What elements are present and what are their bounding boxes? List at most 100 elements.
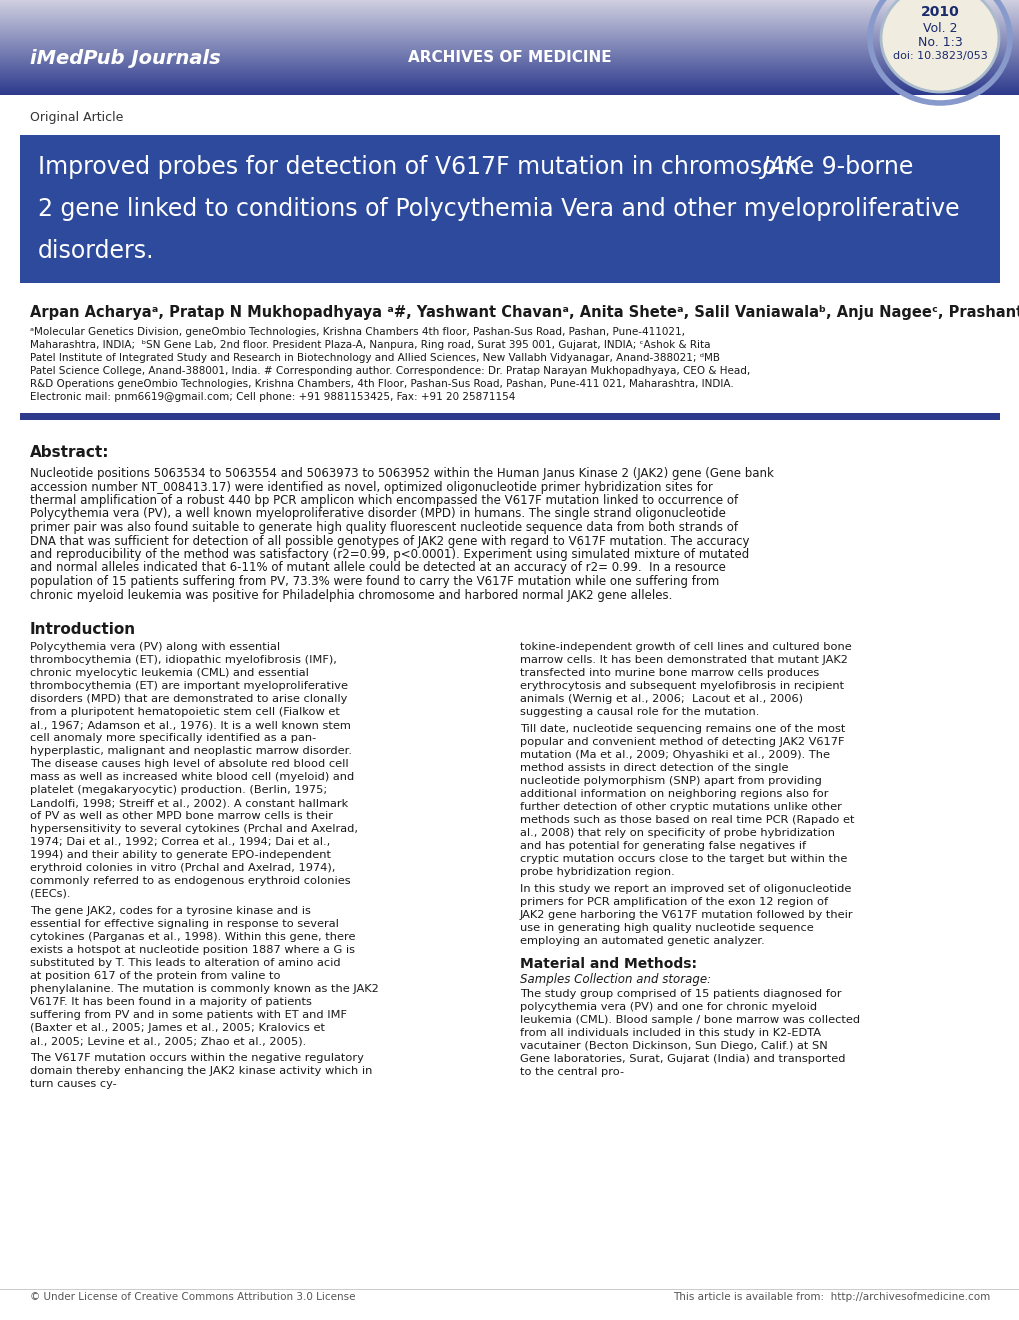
Text: commonly referred to as endogenous erythroid colonies: commonly referred to as endogenous eryth… bbox=[30, 876, 351, 886]
Text: population of 15 patients suffering from PV, 73.3% were found to carry the V617F: population of 15 patients suffering from… bbox=[30, 576, 718, 587]
Text: disorders (MPD) that are demonstrated to arise clonally: disorders (MPD) that are demonstrated to… bbox=[30, 694, 347, 704]
Text: phenylalanine. The mutation is commonly known as the JAK2: phenylalanine. The mutation is commonly … bbox=[30, 983, 378, 994]
Text: transfected into murine bone marrow cells produces: transfected into murine bone marrow cell… bbox=[520, 668, 818, 678]
Text: V617F. It has been found in a majority of patients: V617F. It has been found in a majority o… bbox=[30, 997, 312, 1007]
Text: Original Article: Original Article bbox=[30, 111, 123, 124]
Text: thermal amplification of a robust 440 bp PCR amplicon which encompassed the V617: thermal amplification of a robust 440 bp… bbox=[30, 494, 738, 507]
Bar bbox=[20, 413, 999, 420]
Text: use in generating high quality nucleotide sequence: use in generating high quality nucleotid… bbox=[520, 923, 813, 933]
Text: primer pair was also found suitable to generate high quality fluorescent nucleot: primer pair was also found suitable to g… bbox=[30, 521, 738, 535]
Text: thrombocythemia (ET), idiopathic myelofibrosis (IMF),: thrombocythemia (ET), idiopathic myelofi… bbox=[30, 655, 336, 665]
Text: The study group comprised of 15 patients diagnosed for: The study group comprised of 15 patients… bbox=[520, 989, 841, 999]
Text: Patel Institute of Integrated Study and Research in Biotechnology and Allied Sci: Patel Institute of Integrated Study and … bbox=[30, 352, 719, 363]
Text: tokine-independent growth of cell lines and cultured bone: tokine-independent growth of cell lines … bbox=[520, 642, 851, 652]
Text: The gene JAK2, codes for a tyrosine kinase and is: The gene JAK2, codes for a tyrosine kina… bbox=[30, 906, 311, 916]
Text: JAK: JAK bbox=[762, 154, 801, 180]
Text: domain thereby enhancing the JAK2 kinase activity which in: domain thereby enhancing the JAK2 kinase… bbox=[30, 1067, 372, 1076]
Text: probe hybridization region.: probe hybridization region. bbox=[520, 867, 675, 876]
Text: method assists in direct detection of the single: method assists in direct detection of th… bbox=[520, 763, 788, 774]
Text: nucleotide polymorphism (SNP) apart from providing: nucleotide polymorphism (SNP) apart from… bbox=[520, 776, 821, 785]
Text: ᵃMolecular Genetics Division, geneOmbio Technologies, Krishna Chambers 4th floor: ᵃMolecular Genetics Division, geneOmbio … bbox=[30, 327, 685, 337]
Text: animals (Wernig et al., 2006;  Lacout et al., 2006): animals (Wernig et al., 2006; Lacout et … bbox=[520, 694, 802, 704]
Text: exists a hotspot at nucleotide position 1887 where a G is: exists a hotspot at nucleotide position … bbox=[30, 945, 355, 954]
Text: erythroid colonies in vitro (Prchal and Axelrad, 1974),: erythroid colonies in vitro (Prchal and … bbox=[30, 863, 335, 873]
Text: R&D Operations geneOmbio Technologies, Krishna Chambers, 4th Floor, Pashan-Sus R: R&D Operations geneOmbio Technologies, K… bbox=[30, 379, 733, 389]
Text: accession number NT_008413.17) were identified as novel, optimized oligonucleoti: accession number NT_008413.17) were iden… bbox=[30, 480, 712, 494]
Text: DNA that was sufficient for detection of all possible genotypes of JAK2 gene wit: DNA that was sufficient for detection of… bbox=[30, 535, 749, 548]
Text: Nucleotide positions 5063534 to 5063554 and 5063973 to 5063952 within the Human : Nucleotide positions 5063534 to 5063554 … bbox=[30, 467, 773, 480]
Text: essential for effective signaling in response to several: essential for effective signaling in res… bbox=[30, 919, 338, 929]
Text: cytokines (Parganas et al., 1998). Within this gene, there: cytokines (Parganas et al., 1998). Withi… bbox=[30, 932, 356, 942]
Text: chronic myeloid leukemia was positive for Philadelphia chromosome and harbored n: chronic myeloid leukemia was positive fo… bbox=[30, 589, 672, 602]
Text: thrombocythemia (ET) are important myeloproliferative: thrombocythemia (ET) are important myelo… bbox=[30, 681, 347, 690]
Text: methods such as those based on real time PCR (Rapado et: methods such as those based on real time… bbox=[520, 814, 854, 825]
FancyBboxPatch shape bbox=[20, 135, 999, 282]
Text: Samples Collection and storage:: Samples Collection and storage: bbox=[520, 973, 710, 986]
Text: al., 1967; Adamson et al., 1976). It is a well known stem: al., 1967; Adamson et al., 1976). It is … bbox=[30, 719, 351, 730]
Text: Introduction: Introduction bbox=[30, 622, 136, 638]
Text: Maharashtra, INDIA;  ᵇSN Gene Lab, 2nd floor. President Plaza-A, Nanpura, Ring r: Maharashtra, INDIA; ᵇSN Gene Lab, 2nd fl… bbox=[30, 341, 710, 350]
Text: cell anomaly more specifically identified as a pan-: cell anomaly more specifically identifie… bbox=[30, 733, 316, 743]
Text: suffering from PV and in some patients with ET and IMF: suffering from PV and in some patients w… bbox=[30, 1010, 346, 1020]
Text: employing an automated genetic analyzer.: employing an automated genetic analyzer. bbox=[520, 936, 764, 946]
Text: Material and Methods:: Material and Methods: bbox=[520, 957, 696, 972]
Text: The disease causes high level of absolute red blood cell: The disease causes high level of absolut… bbox=[30, 759, 348, 770]
Text: Improved probes for detection of V617F mutation in chromosome 9-borne: Improved probes for detection of V617F m… bbox=[38, 154, 920, 180]
Text: © Under License of Creative Commons Attribution 3.0 License: © Under License of Creative Commons Attr… bbox=[30, 1292, 356, 1302]
Text: hyperplastic, malignant and neoplastic marrow disorder.: hyperplastic, malignant and neoplastic m… bbox=[30, 746, 352, 756]
Text: to the central pro-: to the central pro- bbox=[520, 1067, 624, 1077]
Text: further detection of other cryptic mutations unlike other: further detection of other cryptic mutat… bbox=[520, 803, 841, 812]
Text: vacutainer (Becton Dickinson, Sun Diego, Calif.) at SN: vacutainer (Becton Dickinson, Sun Diego,… bbox=[520, 1041, 827, 1051]
Text: 1974; Dai et al., 1992; Correa et al., 1994; Dai et al.,: 1974; Dai et al., 1992; Correa et al., 1… bbox=[30, 837, 330, 847]
Text: (EECs).: (EECs). bbox=[30, 888, 70, 899]
Text: This article is available from:  http://archivesofmedicine.com: This article is available from: http://a… bbox=[673, 1292, 989, 1302]
Text: from a pluripotent hematopoietic stem cell (Fialkow et: from a pluripotent hematopoietic stem ce… bbox=[30, 708, 339, 717]
Text: al., 2008) that rely on specificity of probe hybridization: al., 2008) that rely on specificity of p… bbox=[520, 828, 835, 838]
Text: JAK2 gene harboring the V617F mutation followed by their: JAK2 gene harboring the V617F mutation f… bbox=[520, 909, 853, 920]
Text: additional information on neighboring regions also for: additional information on neighboring re… bbox=[520, 789, 827, 799]
Text: Till date, nucleotide sequencing remains one of the most: Till date, nucleotide sequencing remains… bbox=[520, 723, 845, 734]
Text: 1994) and their ability to generate EPO-independent: 1994) and their ability to generate EPO-… bbox=[30, 850, 331, 861]
Text: al., 2005; Levine et al., 2005; Zhao et al., 2005).: al., 2005; Levine et al., 2005; Zhao et … bbox=[30, 1036, 306, 1045]
Text: platelet (megakaryocytic) production. (Berlin, 1975;: platelet (megakaryocytic) production. (B… bbox=[30, 785, 327, 795]
Text: suggesting a causal role for the mutation.: suggesting a causal role for the mutatio… bbox=[520, 708, 758, 717]
Text: Patel Science College, Anand-388001, India. # Corresponding author. Corresponden: Patel Science College, Anand-388001, Ind… bbox=[30, 366, 750, 376]
Text: Arpan Acharyaᵃ, Pratap N Mukhopadhyaya ᵃ#, Yashwant Chavanᵃ, Anita Sheteᵃ, Salil: Arpan Acharyaᵃ, Pratap N Mukhopadhyaya ᵃ… bbox=[30, 305, 1019, 319]
Text: disorders.: disorders. bbox=[38, 239, 154, 263]
Text: mutation (Ma et al., 2009; Ohyashiki et al., 2009). The: mutation (Ma et al., 2009; Ohyashiki et … bbox=[520, 750, 829, 760]
Text: chronic myelocytic leukemia (CML) and essential: chronic myelocytic leukemia (CML) and es… bbox=[30, 668, 309, 678]
Text: Gene laboratories, Surat, Gujarat (India) and transported: Gene laboratories, Surat, Gujarat (India… bbox=[520, 1053, 845, 1064]
Text: The V617F mutation occurs within the negative regulatory: The V617F mutation occurs within the neg… bbox=[30, 1053, 364, 1063]
Text: Abstract:: Abstract: bbox=[30, 445, 109, 459]
Text: hypersensitivity to several cytokines (Prchal and Axelrad,: hypersensitivity to several cytokines (P… bbox=[30, 824, 358, 834]
Text: leukemia (CML). Blood sample / bone marrow was collected: leukemia (CML). Blood sample / bone marr… bbox=[520, 1015, 859, 1026]
Text: Vol. 2: Vol. 2 bbox=[922, 21, 956, 34]
Text: erythrocytosis and subsequent myelofibrosis in recipient: erythrocytosis and subsequent myelofibro… bbox=[520, 681, 844, 690]
Text: from all individuals included in this study in K2-EDTA: from all individuals included in this st… bbox=[520, 1028, 820, 1038]
Text: popular and convenient method of detecting JAK2 V617F: popular and convenient method of detecti… bbox=[520, 737, 844, 747]
Text: mass as well as increased white blood cell (myeloid) and: mass as well as increased white blood ce… bbox=[30, 772, 354, 781]
Text: ARCHIVES OF MEDICINE: ARCHIVES OF MEDICINE bbox=[408, 50, 611, 66]
Text: 2 gene linked to conditions of Polycythemia Vera and other myeloproliferative: 2 gene linked to conditions of Polycythe… bbox=[38, 197, 959, 220]
Ellipse shape bbox=[880, 0, 998, 92]
Text: and has potential for generating false negatives if: and has potential for generating false n… bbox=[520, 841, 805, 851]
Text: Polycythemia vera (PV), a well known myeloproliferative disorder (MPD) in humans: Polycythemia vera (PV), a well known mye… bbox=[30, 507, 726, 520]
Text: substituted by T. This leads to alteration of amino acid: substituted by T. This leads to alterati… bbox=[30, 958, 340, 968]
Text: 2010: 2010 bbox=[920, 5, 959, 18]
Text: at position 617 of the protein from valine to: at position 617 of the protein from vali… bbox=[30, 972, 280, 981]
Text: turn causes cy-: turn causes cy- bbox=[30, 1078, 116, 1089]
Text: and normal alleles indicated that 6-11% of mutant allele could be detected at an: and normal alleles indicated that 6-11% … bbox=[30, 561, 726, 574]
Text: cryptic mutation occurs close to the target but within the: cryptic mutation occurs close to the tar… bbox=[520, 854, 847, 865]
Text: primers for PCR amplification of the exon 12 region of: primers for PCR amplification of the exo… bbox=[520, 898, 827, 907]
Text: (Baxter et al., 2005; James et al., 2005; Kralovics et: (Baxter et al., 2005; James et al., 2005… bbox=[30, 1023, 325, 1034]
Text: doi: 10.3823/053: doi: 10.3823/053 bbox=[892, 51, 986, 61]
Text: polycythemia vera (PV) and one for chronic myeloid: polycythemia vera (PV) and one for chron… bbox=[520, 1002, 816, 1012]
Text: No. 1:3: No. 1:3 bbox=[917, 36, 962, 49]
Text: Landolfi, 1998; Streiff et al., 2002). A constant hallmark: Landolfi, 1998; Streiff et al., 2002). A… bbox=[30, 799, 347, 808]
Text: In this study we report an improved set of oligonucleotide: In this study we report an improved set … bbox=[520, 884, 851, 894]
Text: iMedPub Journals: iMedPub Journals bbox=[30, 49, 220, 67]
Text: and reproducibility of the method was satisfactory (r2=0.99, p<0.0001). Experime: and reproducibility of the method was sa… bbox=[30, 548, 749, 561]
Text: Electronic mail: pnm6619@gmail.com; Cell phone: +91 9881153425, Fax: +91 20 2587: Electronic mail: pnm6619@gmail.com; Cell… bbox=[30, 392, 515, 403]
Text: Polycythemia vera (PV) along with essential: Polycythemia vera (PV) along with essent… bbox=[30, 642, 280, 652]
Text: of PV as well as other MPD bone marrow cells is their: of PV as well as other MPD bone marrow c… bbox=[30, 810, 332, 821]
